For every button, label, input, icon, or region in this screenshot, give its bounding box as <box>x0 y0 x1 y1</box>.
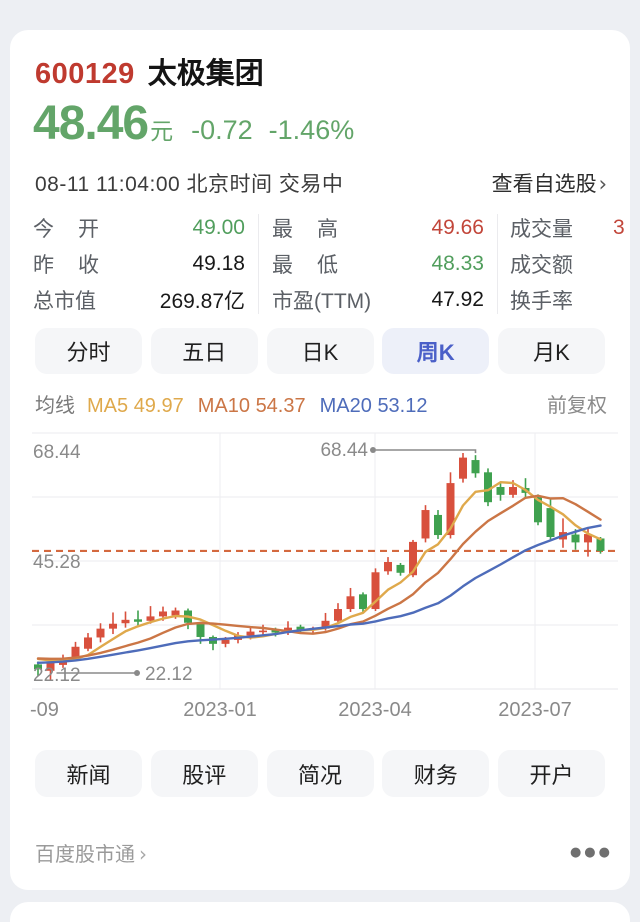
quote-grid-col3: 成交量 成交额 换手率 <box>510 210 640 318</box>
current-price: 48.46 <box>33 97 149 150</box>
quote-grid-col2: 最高 49.66 最低 48.33 市盈(TTM) 47.92 <box>272 210 484 318</box>
high-label: 最高 <box>272 218 338 241</box>
pe-ttm-label: 市盈(TTM) <box>272 290 372 313</box>
card-footer: 百度股市通 › ●●● <box>35 838 613 867</box>
low-label: 最低 <box>272 254 338 277</box>
adjust-mode-label[interactable]: 前复权 <box>547 395 607 417</box>
ma5-legend: MA5 49.97 <box>87 395 184 417</box>
turnover-rate-label: 换手率 <box>510 290 573 313</box>
news-button[interactable]: 新闻 <box>35 750 142 797</box>
ma10-legend: MA10 54.37 <box>197 395 306 417</box>
quote-low-row: 最低 48.33 <box>272 246 484 282</box>
comments-button[interactable]: 股评 <box>150 750 258 797</box>
tab-minute[interactable]: 分时 <box>35 328 142 374</box>
grid-divider-1 <box>258 214 259 314</box>
quote-volume-row: 成交量 <box>510 210 640 246</box>
quote-turnover-rate-row: 换手率 <box>510 282 640 318</box>
stock-name: 太极集团 <box>147 58 264 90</box>
low-value: 48.33 <box>431 252 484 275</box>
quote-open-row: 今开 49.00 <box>33 210 245 246</box>
stock-title: 600129 太极集团 <box>35 50 264 92</box>
svg-text:2023-07: 2023-07 <box>498 699 571 721</box>
svg-text:22.12: 22.12 <box>145 664 193 685</box>
open-account-button[interactable]: 开户 <box>498 750 605 797</box>
financials-button[interactable]: 财务 <box>382 750 490 797</box>
more-options-icon[interactable]: ●●● <box>569 845 613 860</box>
quote-pe-row: 市盈(TTM) 47.92 <box>272 282 484 318</box>
baidu-stocks-link[interactable]: 百度股市通 › <box>35 842 147 866</box>
ma-legend: 均线 MA5 49.97 MA10 54.37 MA20 53.12 前复权 <box>35 389 607 418</box>
time-row: 08-11 11:04:00 北京时间 交易中 查看自选股› <box>35 168 607 198</box>
quote-prevclose-row: 昨收 49.18 <box>33 246 245 282</box>
price-change-percent: -1.46% <box>268 115 355 145</box>
svg-text:2023-01: 2023-01 <box>183 699 256 721</box>
svg-text:-09: -09 <box>30 699 59 721</box>
stock-code: 600129 <box>35 58 135 90</box>
price-row: 48.46 元 -0.72 -1.46% <box>33 96 354 151</box>
next-card-edge <box>10 902 630 922</box>
tab-monthly-k[interactable]: 月K <box>498 328 605 374</box>
open-value: 49.00 <box>192 216 245 239</box>
pe-ttm-value: 47.92 <box>431 288 484 311</box>
chevron-right-icon: › <box>598 172 607 196</box>
profile-button[interactable]: 简况 <box>266 750 374 797</box>
kline-chart-area[interactable]: 68.44 45.28 22.12 -09 2023-01 2023-04 2023-07 6… <box>10 420 640 722</box>
svg-text:68.44: 68.44 <box>320 440 368 461</box>
grid-divider-2 <box>497 214 498 314</box>
view-watchlist-link[interactable]: 查看自选股› <box>491 172 607 196</box>
turnover-label: 成交额 <box>510 254 573 277</box>
tab-five-day[interactable]: 五日 <box>150 328 258 374</box>
market-cap-value: 269.87亿 <box>159 290 245 313</box>
ma-legend-prefix: 均线 <box>35 395 75 417</box>
price-change: -0.72 <box>191 115 253 145</box>
tab-weekly-k[interactable]: 周K <box>382 328 490 374</box>
svg-text:22.12: 22.12 <box>33 665 81 686</box>
currency-unit: 元 <box>150 118 174 144</box>
period-tab-bar: 分时 五日 日K 周K 月K <box>35 328 605 374</box>
quote-marketcap-row: 总市值 269.87亿 <box>33 282 245 318</box>
volume-value-clipped: 3 <box>613 216 625 239</box>
prev-close-value: 49.18 <box>192 252 245 275</box>
quote-grid-col1: 今开 49.00 昨收 49.18 总市值 269.87亿 <box>33 210 245 318</box>
market-cap-label: 总市值 <box>33 290 96 313</box>
quote-high-row: 最高 49.66 <box>272 210 484 246</box>
tab-daily-k[interactable]: 日K <box>266 328 374 374</box>
chevron-right-icon: › <box>139 842 147 866</box>
quote-grid: 今开 49.00 昨收 49.18 总市值 269.87亿 最高 49.66 最… <box>10 210 630 318</box>
ma20-legend: MA20 53.12 <box>319 395 428 417</box>
open-label: 今开 <box>33 218 99 241</box>
quote-timestamp: 08-11 11:04:00 北京时间 交易中 <box>35 173 344 196</box>
bottom-tab-bar: 新闻 股评 简况 财务 开户 <box>35 750 605 797</box>
high-value: 49.66 <box>431 216 484 239</box>
quote-turnover-row: 成交额 <box>510 246 640 282</box>
kline-chart[interactable]: 68.44 45.28 22.12 -09 2023-01 2023-04 2023-07 6… <box>10 420 640 722</box>
stock-quote-card: 600129 太极集团 48.46 元 -0.72 -1.46% 08-11 1… <box>10 30 630 890</box>
svg-text:68.44: 68.44 <box>33 442 81 463</box>
svg-text:45.28: 45.28 <box>33 552 81 573</box>
volume-label: 成交量 <box>510 218 573 241</box>
prev-close-label: 昨收 <box>33 254 99 277</box>
svg-text:2023-04: 2023-04 <box>338 699 411 721</box>
